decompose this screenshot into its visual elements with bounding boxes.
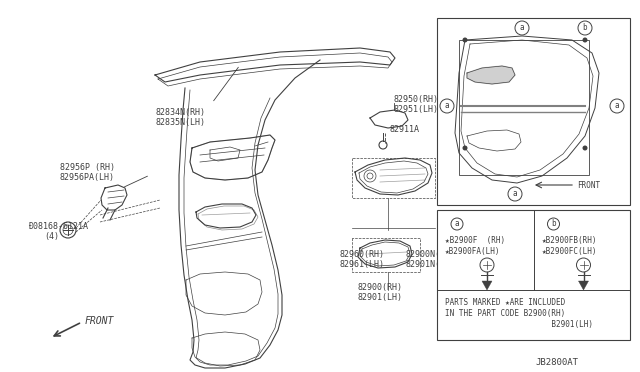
Text: 82960(RH): 82960(RH) [340,250,385,259]
Polygon shape [467,66,515,84]
Bar [459,40,589,175]
Text: IN THE PART CODE B2900(RH): IN THE PART CODE B2900(RH) [445,309,565,318]
Text: b: b [582,23,588,32]
Polygon shape [579,281,589,290]
Circle shape [463,38,467,42]
Circle shape [610,99,624,113]
Circle shape [508,187,522,201]
Text: a: a [445,102,449,110]
Circle shape [451,218,463,230]
Text: 82950(RH): 82950(RH) [394,95,439,104]
Text: FRONT: FRONT [577,180,600,189]
Text: PARTS MARKED ★ARE INCLUDED: PARTS MARKED ★ARE INCLUDED [445,298,565,307]
Text: FRONT: FRONT [85,316,115,326]
Text: 82911A: 82911A [389,125,419,134]
Text: JB2800AT: JB2800AT [535,358,578,367]
Circle shape [578,21,592,35]
Circle shape [440,99,454,113]
Text: a: a [513,189,517,199]
Bar [437,18,630,205]
Text: ★B2900FB(RH): ★B2900FB(RH) [541,236,597,245]
Text: 82901(LH): 82901(LH) [358,293,403,302]
Text: ★B2900FA(LH): ★B2900FA(LH) [445,247,500,256]
Polygon shape [482,281,492,290]
Circle shape [582,38,588,42]
Text: ★B2900FC(LH): ★B2900FC(LH) [541,247,597,256]
Circle shape [547,218,559,230]
Text: (4): (4) [44,232,59,241]
Text: Ð08168-6121A: Ð08168-6121A [28,222,88,231]
Circle shape [582,145,588,151]
Text: a: a [454,219,460,228]
Circle shape [463,145,467,151]
Text: 82834N(RH): 82834N(RH) [155,108,205,117]
Text: a: a [614,102,620,110]
Text: B2901(LH): B2901(LH) [445,320,593,329]
Text: 82901N(LH): 82901N(LH) [405,260,455,269]
Text: 82956P (RH): 82956P (RH) [60,163,115,172]
Text: 82951(LH): 82951(LH) [394,105,439,114]
Text: b: b [551,219,556,228]
Text: a: a [520,23,524,32]
Circle shape [515,21,529,35]
Text: ★B2900F  (RH): ★B2900F (RH) [445,236,505,245]
Text: 82835N(LH): 82835N(LH) [155,118,205,127]
Text: 82900N(RH): 82900N(RH) [405,250,455,259]
Bar [437,210,630,340]
Text: 82961(LH): 82961(LH) [340,260,385,269]
Text: 82956PA(LH): 82956PA(LH) [60,173,115,182]
Text: 82900(RH): 82900(RH) [358,283,403,292]
